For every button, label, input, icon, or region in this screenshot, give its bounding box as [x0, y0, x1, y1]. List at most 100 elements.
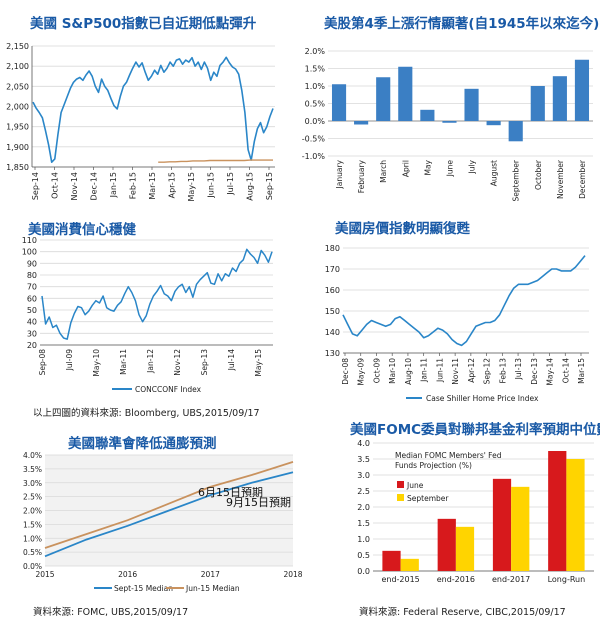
- house-xtick: Sep-12: [483, 358, 492, 385]
- q4-bar: [420, 109, 435, 121]
- sp500-xtick: Aug-15: [246, 172, 255, 201]
- fomc-ytick: 2.5: [357, 487, 370, 496]
- q4-ytick: -1.0%: [302, 152, 326, 161]
- infl-annotation-sept: 9月15日預期: [226, 496, 291, 509]
- sp500-ytick: 1,900: [6, 143, 29, 152]
- conf-ytick: 110: [22, 236, 37, 245]
- house-ytick: 180: [325, 244, 340, 253]
- infl-ytick: 2.5%: [23, 493, 42, 502]
- conf-ytick: 50: [27, 306, 37, 315]
- house-ytick: 130: [325, 349, 340, 358]
- fomc-bar-june: [492, 478, 512, 571]
- sp500-ytick: 2,150: [6, 42, 29, 51]
- house-ytick: 150: [325, 307, 340, 316]
- sp500-xtick: Jul-15: [226, 172, 235, 196]
- conf-legend-label: CONCCONF Index: [135, 385, 202, 394]
- conf-ytick: 20: [27, 341, 37, 350]
- sp500-xtick: Jan-15: [109, 172, 118, 198]
- fomc-ytick: 4.0: [357, 439, 370, 448]
- sp500-xtick: Jun-15: [207, 172, 216, 199]
- q4-bar: [442, 121, 457, 123]
- infl-title: 美國聯準會降低通膨預測: [68, 436, 217, 452]
- infl-ytick: 1.0%: [23, 534, 42, 543]
- house-xtick: Feb-13: [498, 358, 507, 384]
- fomc-xtick: end-2015: [381, 575, 419, 584]
- sp500-ytick: 1,950: [6, 123, 29, 132]
- fomc-ytick: 1.5: [357, 519, 370, 528]
- house-series-line: [342, 255, 586, 347]
- infl-xtick: 2016: [118, 570, 137, 579]
- sp500-xtick: Sep-14: [31, 172, 40, 200]
- conf-xtick: Sep-13: [200, 349, 209, 376]
- q4-xtick: June: [445, 160, 454, 178]
- q4-bar: [376, 77, 391, 121]
- conf-xtick: Jan-12: [146, 349, 155, 374]
- conf-ytick: 60: [27, 294, 37, 303]
- q4-bar: [464, 88, 479, 121]
- infl-xtick: 2017: [201, 570, 220, 579]
- q4-xtick: May: [423, 159, 432, 175]
- conf-ytick: 100: [22, 248, 37, 257]
- sp500-series-line: [32, 56, 274, 163]
- fomc-legend-september: September: [407, 494, 449, 503]
- conf-xtick: Nov-12: [173, 349, 182, 376]
- house-title: 美國房價指數明顯復甦: [335, 221, 470, 237]
- infl-legend-sept: Sept-15 Median: [114, 584, 173, 593]
- house-xtick: May-09: [357, 358, 366, 386]
- fomc-legend-june: June: [406, 481, 424, 490]
- q4-bar: [398, 66, 413, 121]
- house-xtick: Mar-10: [388, 358, 397, 384]
- conf-ytick: 70: [27, 283, 37, 292]
- infl-series-sept: [44, 471, 294, 558]
- infl-ytick: 3.0%: [23, 479, 42, 488]
- fomc-legend-swatch-september: [397, 494, 404, 501]
- fomc-ytick: 0.5: [357, 551, 370, 560]
- infl-ytick: 3.5%: [23, 465, 42, 474]
- sp500-ytick: 2,050: [6, 82, 29, 91]
- q4-xtick: August: [490, 160, 499, 186]
- sp500-xtick: Apr-15: [168, 172, 177, 198]
- conf-title: 美國消費信心穩健: [28, 222, 136, 238]
- q4-ytick: 0.0%: [305, 117, 326, 126]
- q4-xtick: September: [512, 159, 521, 201]
- q4-xtick: April: [401, 160, 410, 177]
- house-xtick: Aug-10: [404, 358, 413, 385]
- sp500-ytick: 2,000: [6, 103, 29, 112]
- fomc-xtick: Long-Run: [548, 575, 586, 584]
- conf-xtick: Jul-09: [65, 349, 74, 372]
- q4-bar: [508, 121, 523, 142]
- q4-xtick: December: [578, 159, 587, 199]
- fomc-bar-september: [400, 558, 419, 571]
- fomc-legend-title-2: Funds Projection (%): [395, 461, 472, 470]
- q4-bar: [574, 59, 590, 121]
- conf-series-line: [41, 248, 273, 340]
- infl-annotation-jun: 6月15日預期: [198, 486, 263, 499]
- sp500-xtick: Feb-15: [129, 172, 138, 199]
- sp500-xtick: Oct-14: [51, 172, 60, 199]
- sp500-xtick: Mar-15: [148, 172, 157, 200]
- fomc-bar-september: [566, 459, 585, 571]
- q4-xtick: November: [556, 159, 565, 199]
- sp500-xtick: May-15: [187, 172, 196, 201]
- fomc-bar-june: [437, 518, 456, 571]
- q4-bar: [354, 121, 369, 125]
- infl-xtick: 2015: [35, 570, 54, 579]
- conf-xtick: Jul-14: [227, 349, 236, 372]
- q4-xtick: January: [335, 159, 344, 189]
- conf-xtick: Mar-11: [119, 349, 128, 375]
- sp500-xtick: Dec-14: [90, 172, 99, 201]
- q4-bar: [486, 121, 501, 126]
- fomc-ytick: 0.0: [357, 567, 370, 576]
- sp500-ytick: 1,850: [6, 163, 29, 172]
- infl-ytick: 2.0%: [23, 507, 42, 516]
- conf-ytick: 80: [27, 271, 37, 280]
- q4-ytick: 2.0%: [305, 47, 326, 56]
- conf-ytick: 90: [27, 259, 37, 268]
- fomc-ytick: 3.5: [357, 455, 370, 464]
- q4-bar: [331, 84, 347, 121]
- house-xtick: May-14: [546, 358, 555, 386]
- house-ytick: 140: [325, 328, 340, 337]
- q4-xtick: July: [468, 159, 477, 174]
- infl-ytick: 0.0%: [23, 562, 42, 571]
